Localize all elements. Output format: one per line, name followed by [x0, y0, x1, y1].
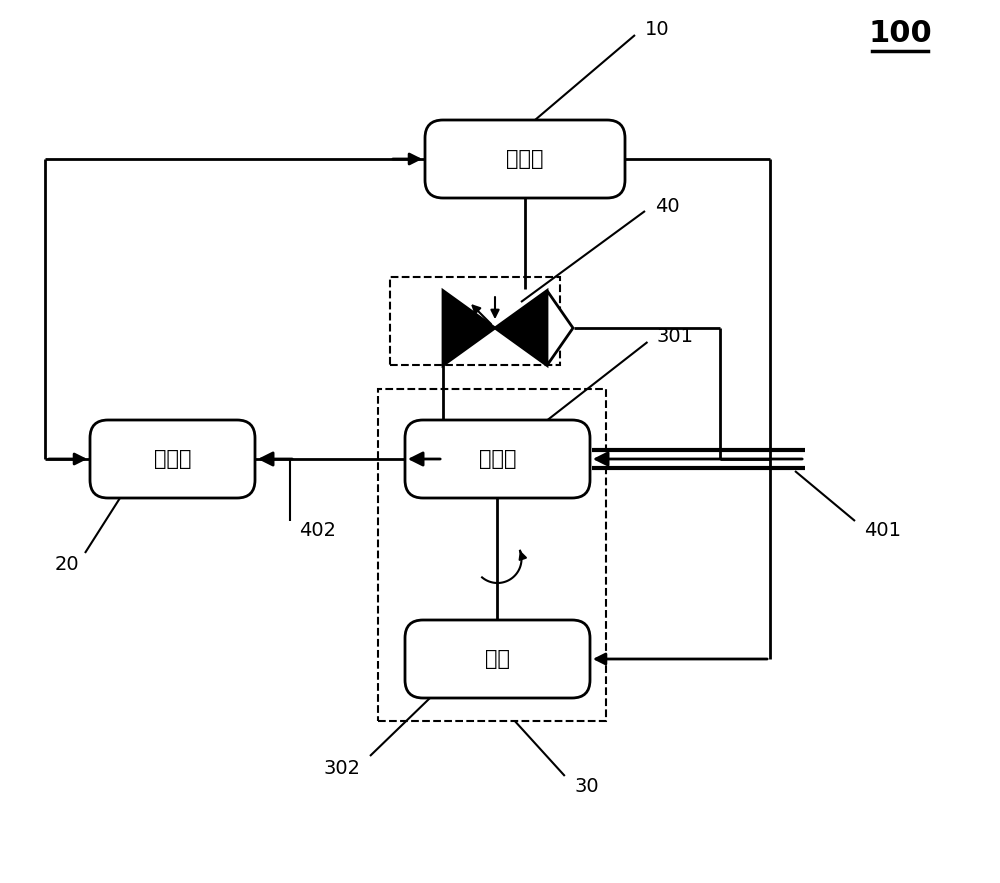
- Text: 302: 302: [324, 758, 360, 778]
- FancyBboxPatch shape: [90, 420, 255, 498]
- FancyBboxPatch shape: [405, 420, 590, 498]
- Polygon shape: [495, 291, 547, 366]
- FancyBboxPatch shape: [425, 120, 625, 198]
- Polygon shape: [547, 291, 573, 366]
- Text: 控制器: 控制器: [506, 149, 544, 169]
- Text: 压气机: 压气机: [479, 449, 516, 469]
- Bar: [378, 389, 606, 721]
- Text: 电机: 电机: [485, 649, 510, 669]
- Text: 10: 10: [645, 20, 669, 40]
- FancyBboxPatch shape: [405, 620, 590, 698]
- Text: 100: 100: [868, 19, 932, 48]
- Text: 401: 401: [864, 522, 902, 540]
- Text: 30: 30: [574, 776, 599, 796]
- Polygon shape: [443, 291, 495, 366]
- Text: 402: 402: [300, 522, 336, 540]
- Text: 20: 20: [55, 555, 79, 575]
- Text: 40: 40: [655, 197, 679, 215]
- Bar: [390, 277, 560, 365]
- Text: 301: 301: [657, 328, 694, 346]
- Text: 发动机: 发动机: [154, 449, 191, 469]
